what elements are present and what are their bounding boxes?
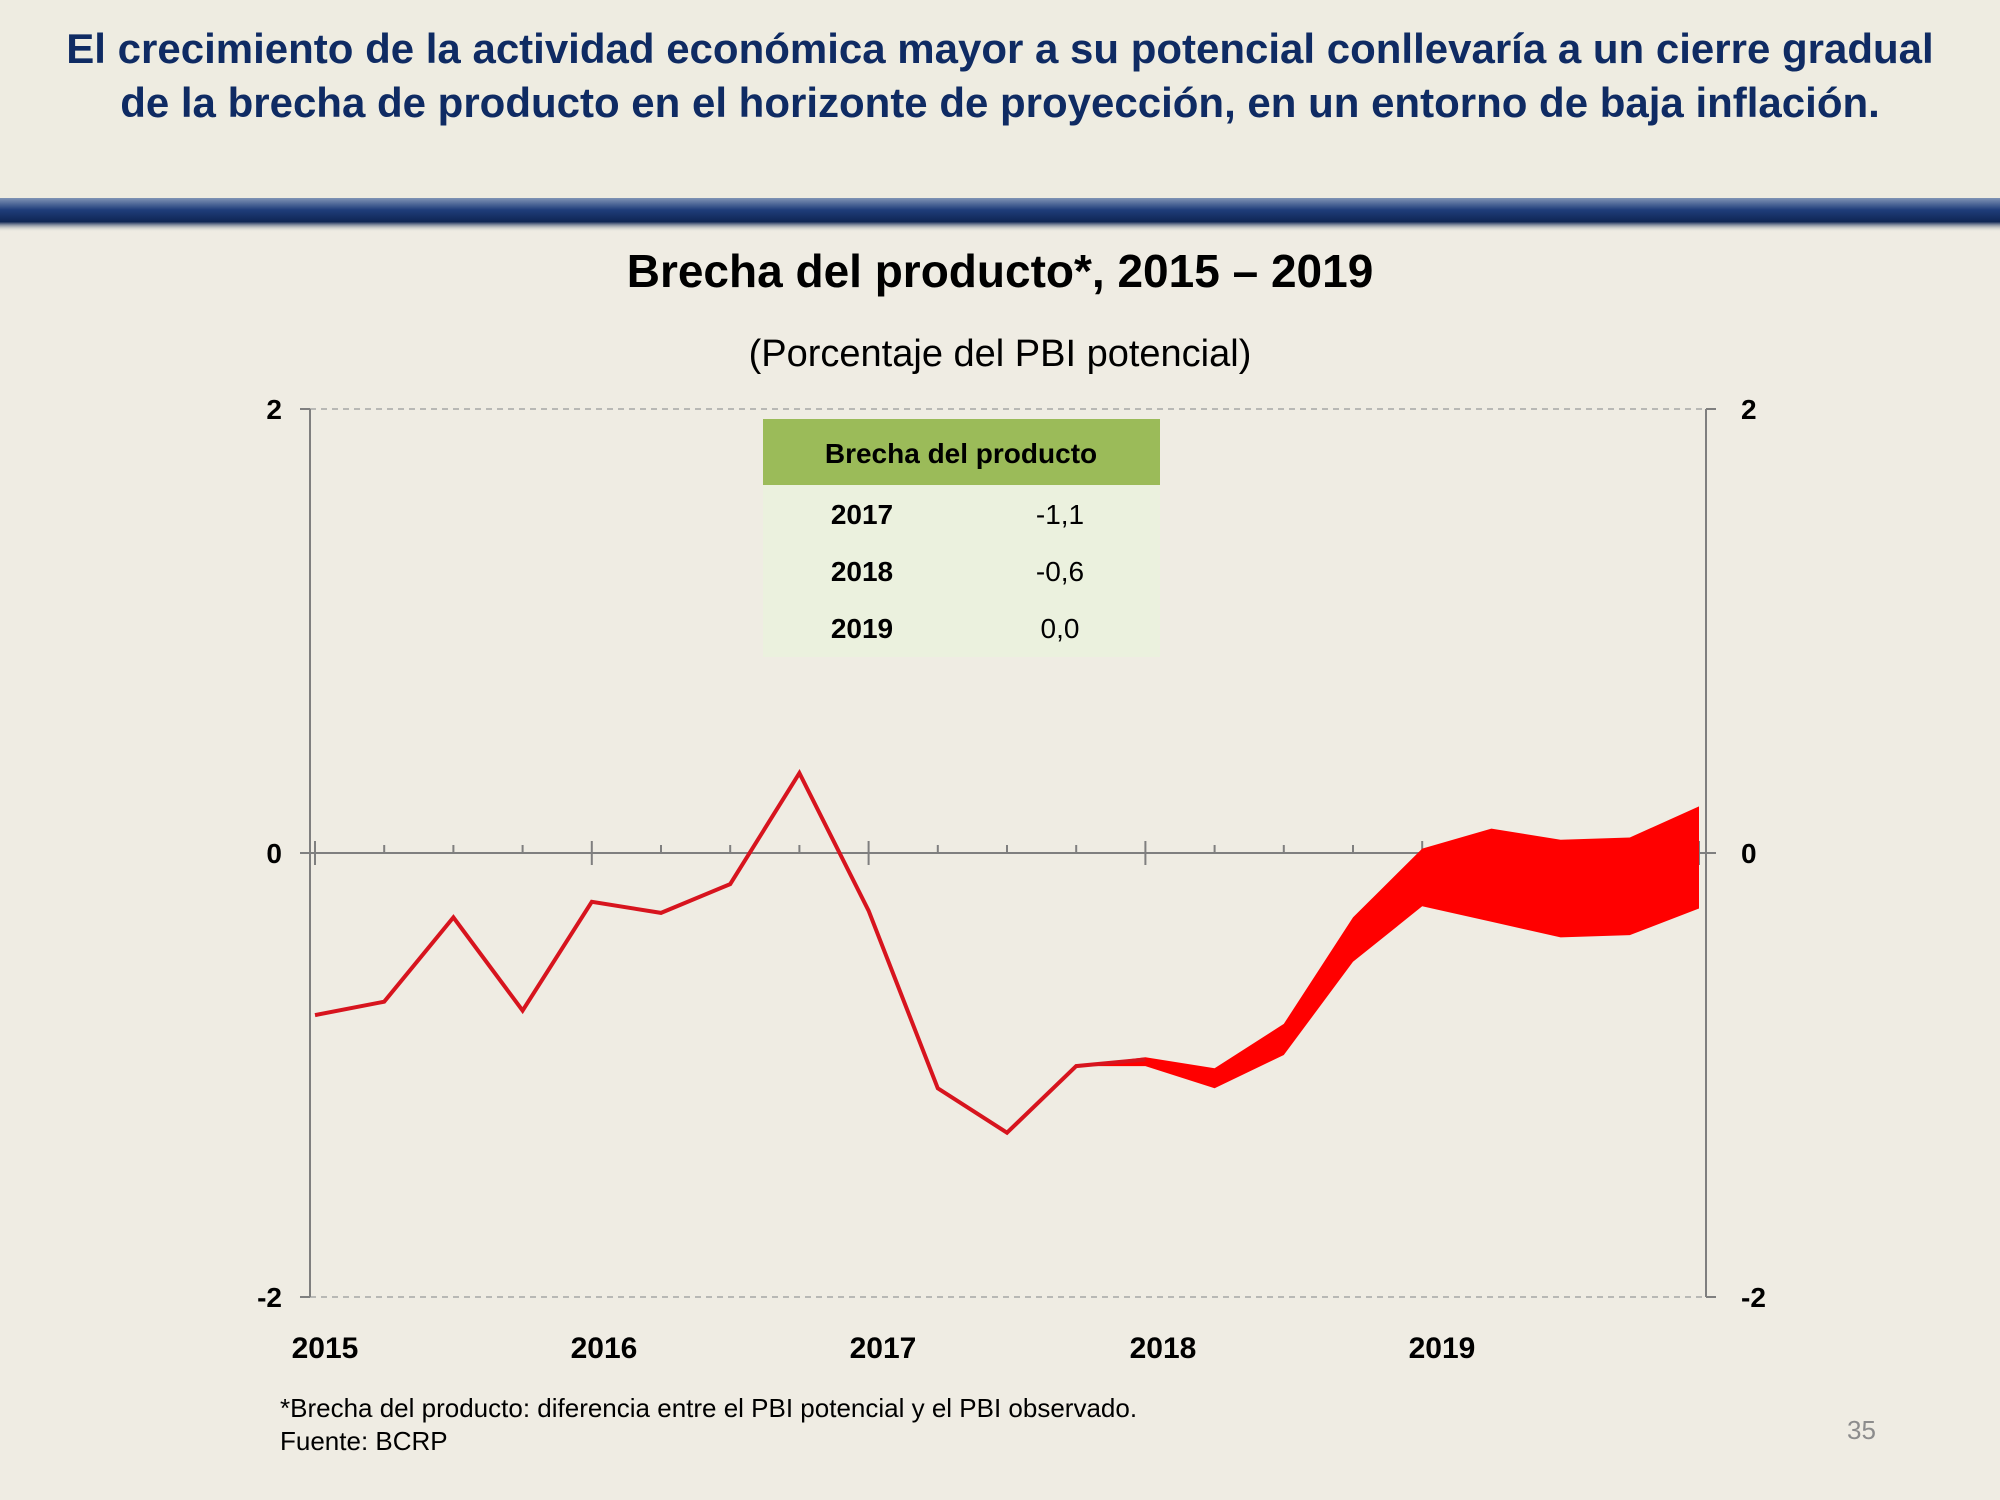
y-tick-right-bottom: -2 [1741,1282,1766,1313]
slide-headline: El crecimiento de la actividad económica… [66,25,1934,126]
y-tick-right-top: 2 [1741,394,1757,425]
output-gap-line [314,769,1146,1136]
header-divider [0,198,2000,232]
table-year-2018: 2018 [831,556,893,587]
chart-notes: *Brecha del producto: diferencia entre e… [280,1392,1137,1458]
page-number: 35 [1847,1415,1876,1445]
left-axis-ticks [300,408,310,1298]
table-header: Brecha del producto [825,438,1097,469]
x-tick-2017: 2017 [850,1332,917,1365]
table-year-2017: 2017 [831,499,893,530]
projection-fan [1076,806,1699,1089]
x-tick-2018: 2018 [1130,1332,1197,1365]
table-header-bg [763,419,1160,485]
y-tick-left-top: 2 [266,394,282,425]
x-tick-2015: 2015 [292,1332,359,1365]
chart-title: Brecha del producto*, 2015 – 2019 [627,245,1374,297]
table-value-2018: -0,6 [1036,556,1084,587]
table-value-2017: -1,1 [1036,499,1084,530]
table-year-2019: 2019 [831,613,893,644]
y-tick-left-zero: 0 [266,838,282,869]
footnote: *Brecha del producto: diferencia entre e… [280,1393,1138,1423]
x-tick-2019: 2019 [1409,1332,1476,1365]
chart-marks [314,769,1699,1136]
summary-table: Brecha del producto 2017 -1,1 2018 -0,6 … [763,419,1160,657]
table-value-2019: 0,0 [1041,613,1080,644]
right-axis-ticks [1706,408,1716,1298]
x-tick-2016: 2016 [571,1332,638,1365]
y-tick-right-zero: 0 [1741,838,1757,869]
slide-header: El crecimiento de la actividad económica… [0,0,2000,200]
table-body-bg [763,485,1160,657]
y-tick-left-bottom: -2 [257,1282,282,1313]
chart-subtitle: (Porcentaje del PBI potencial) [749,333,1252,375]
source: Fuente: BCRP [280,1426,448,1456]
